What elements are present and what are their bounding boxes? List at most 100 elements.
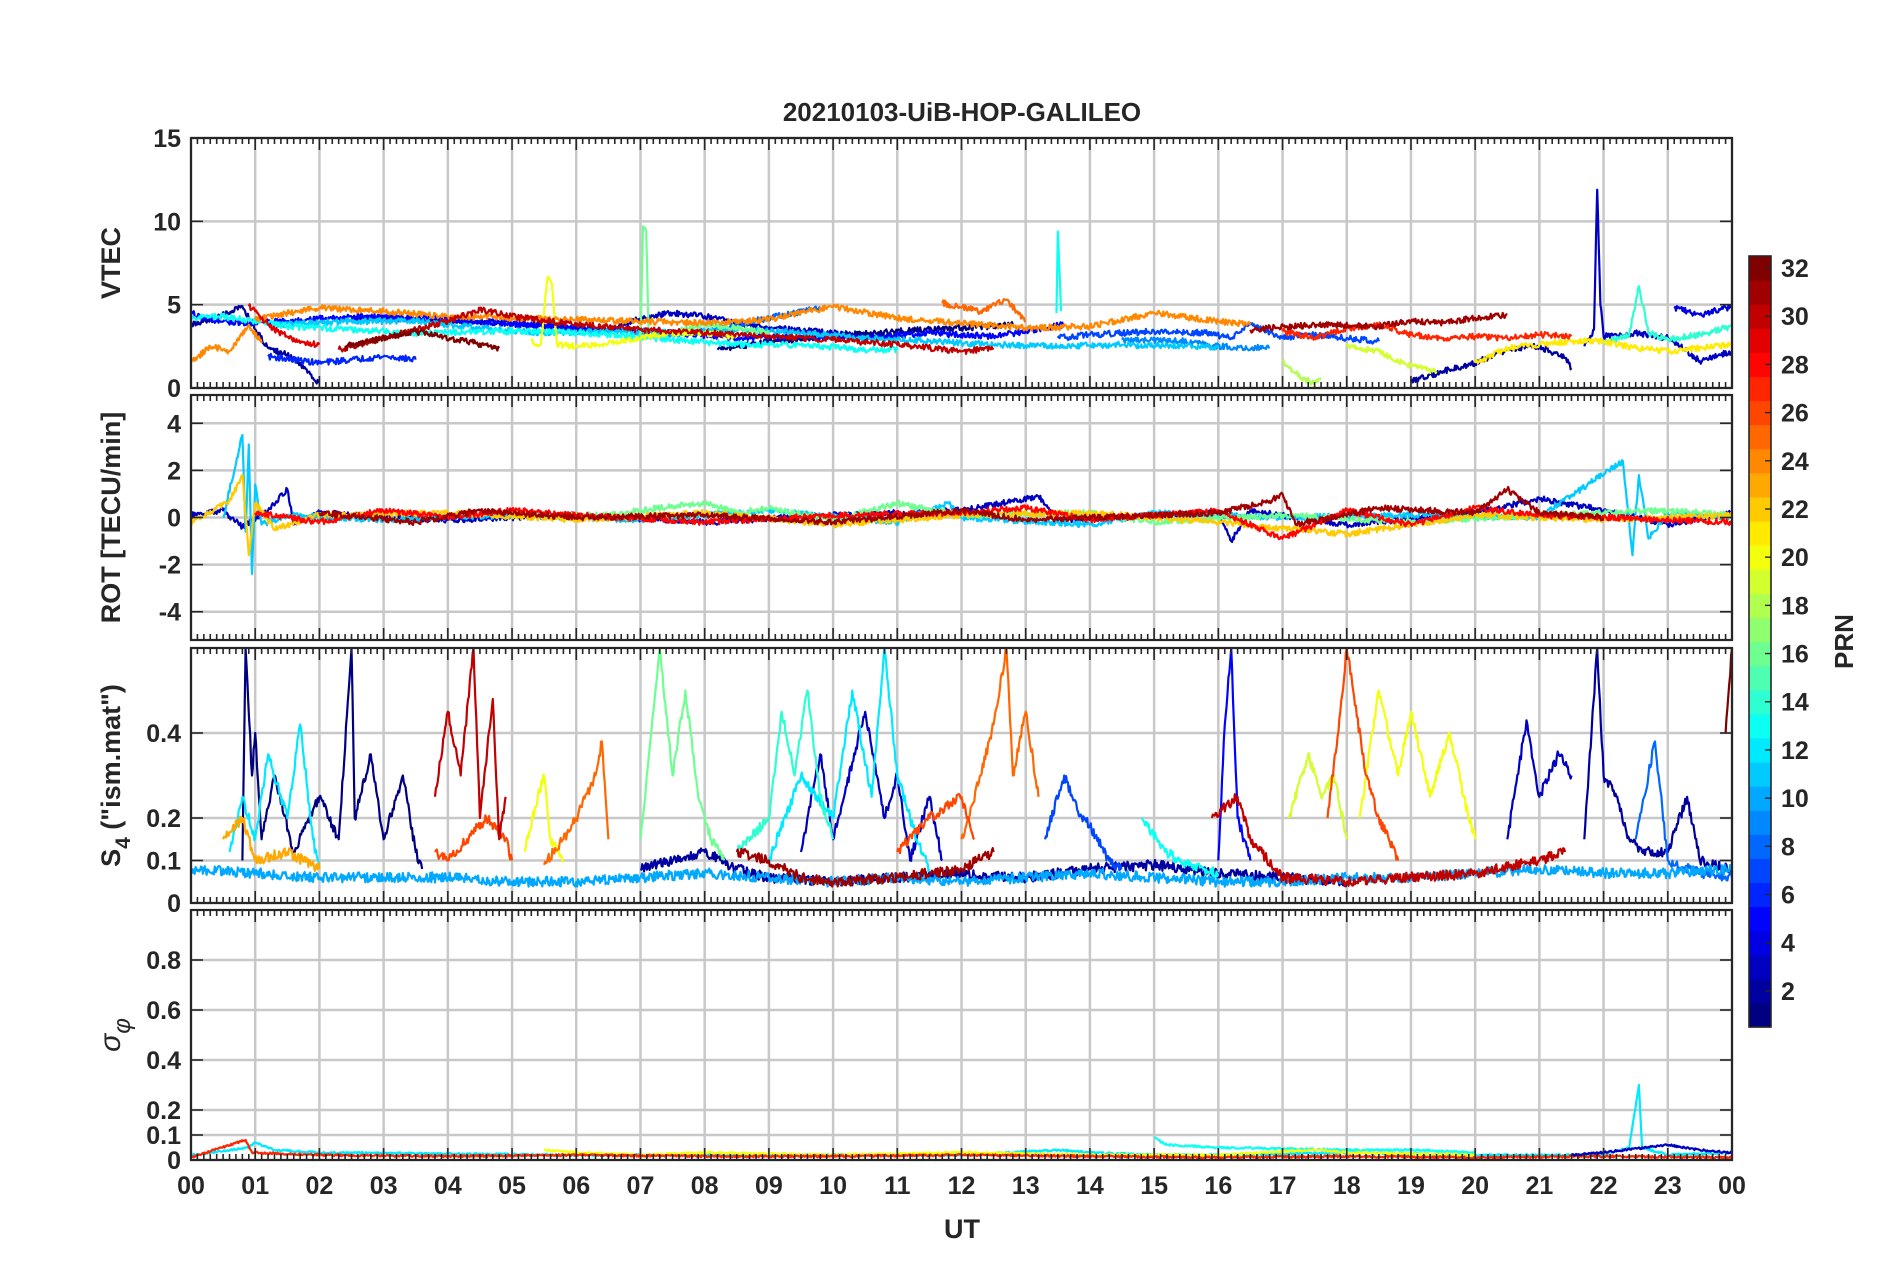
rot-y-axis-label: ROT [TECU/min] (96, 412, 126, 623)
y-tick-label: 0 (167, 505, 181, 533)
y-tick-label: 15 (153, 125, 181, 153)
series-line-prn-19 (1287, 752, 1348, 840)
x-tick-label: 16 (1204, 1172, 1232, 1200)
colorbar-segment (1749, 280, 1771, 305)
series-line-prn-25 (543, 740, 610, 866)
x-axis-tick-labels: 00 01 02 03 04 05 06 07 08 09 10 11 12 13 14 15 16 17 18 19… (177, 1172, 1746, 1200)
series-line-prn-18 (1281, 358, 1322, 386)
series-group (191, 433, 1732, 576)
y-tick-label: 10 (153, 208, 181, 236)
series-group (191, 188, 1732, 386)
colorbar-segment (1749, 352, 1771, 378)
x-tick-label: 20 (1461, 1172, 1489, 1200)
tick-marks (190, 395, 1733, 640)
colorbar-tick-label: 6 (1781, 881, 1795, 909)
colorbar-segment (1749, 930, 1771, 956)
series-line-prn-30 (433, 648, 507, 841)
x-tick-label: 19 (1397, 1172, 1425, 1200)
series-line-prn-27 (1281, 321, 1573, 342)
colorbar-segment (1749, 569, 1771, 594)
colorbar-segment (1749, 882, 1771, 908)
y-tick-label: 0.4 (146, 720, 181, 748)
x-tick-label: 13 (1012, 1172, 1040, 1200)
colorbar-segment (1749, 1002, 1771, 1028)
x-tick-label: 15 (1140, 1172, 1168, 1200)
colorbar-segment (1749, 858, 1771, 884)
colorbar-segment (1749, 978, 1771, 1004)
colorbar-segment (1749, 689, 1771, 715)
y-tick-label: 0.2 (146, 805, 181, 833)
vtec-y-axis-label: VTEC (96, 227, 126, 299)
series-line-prn-23 (222, 815, 321, 872)
colorbar-label: PRN (1829, 614, 1859, 669)
y-tick-label: 0 (167, 890, 181, 918)
x-tick-label: 10 (819, 1172, 847, 1200)
series-line-prn-2 (639, 847, 1348, 888)
colorbar-tick-label: 24 (1781, 448, 1809, 476)
x-tick-label: 12 (948, 1172, 976, 1200)
x-tick-label: 11 (884, 1172, 911, 1200)
y-tick-label: -2 (159, 552, 181, 580)
colorbar-segment (1749, 737, 1771, 763)
colorbar-tick-label: 14 (1781, 689, 1809, 717)
colorbar-tick-label: 22 (1781, 496, 1809, 524)
x-tick-label: 04 (434, 1172, 462, 1200)
colorbar-segment (1749, 954, 1771, 980)
series-line-prn-2 (1410, 342, 1573, 384)
series-line-prn-1 (241, 648, 424, 870)
colorbar-tick-label: 30 (1781, 303, 1809, 331)
colorbar-segment (1749, 617, 1771, 643)
x-tick-label: 02 (306, 1172, 334, 1200)
colorbar-tick-label: 18 (1781, 592, 1809, 620)
x-tick-label: 06 (562, 1172, 590, 1200)
colorbar-frame (1748, 255, 1772, 1028)
y-tick-label: 0.2 (146, 1097, 181, 1125)
colorbar-segment (1749, 786, 1771, 811)
rot-panel: -4 -2 0 2 4 ROT [TECU/min] (96, 393, 1734, 642)
series-line-prn-6 (267, 352, 417, 366)
y-tick-label: 0 (167, 1147, 181, 1175)
x-tick-label: 09 (755, 1172, 783, 1200)
colorbar-tick-label: 2 (1781, 978, 1795, 1006)
x-tick-label: 07 (627, 1172, 655, 1200)
x-axis-label: UT (944, 1214, 980, 1244)
series-line-prn-26 (896, 792, 976, 855)
series-line-prn-30 (1210, 793, 1567, 888)
series-line-prn-13 (1140, 817, 1220, 879)
sigma-phi-panel: 00.10.2 0.4 0.6 0.8 σφ (94, 908, 1734, 1175)
series-line-prn-29 (247, 303, 321, 348)
colorbar-tick-label: 32 (1781, 255, 1809, 283)
colorbar-tick-label: 4 (1781, 930, 1795, 958)
colorbar-segment (1749, 545, 1771, 570)
series-group (191, 648, 1732, 888)
colorbar-segment (1749, 810, 1771, 835)
colorbar-segment (1749, 713, 1771, 739)
series-line-prn-31 (1249, 311, 1508, 334)
x-tick-label: 21 (1525, 1172, 1553, 1200)
colorbar-segment (1749, 906, 1771, 932)
colorbar-tick-label: 26 (1781, 400, 1809, 428)
series-line-prn-14 (1602, 285, 1732, 346)
colorbar-segment (1749, 472, 1771, 498)
series-line-prn-26 (1326, 648, 1400, 861)
colorbar-segment (1749, 448, 1771, 474)
s4-panel: 0 0.1 0.2 0.4 S4 ("ism.mat") (96, 646, 1734, 918)
colorbar-segment (1749, 424, 1771, 450)
s4-y-axis-label: S4 ("ism.mat") (96, 684, 135, 867)
colorbar-segment (1749, 304, 1771, 329)
y-tick-label: 2 (167, 457, 181, 485)
series-line-prn-21 (1474, 337, 1732, 365)
colorbar-segment (1749, 593, 1771, 619)
series-line-prn-2 (1583, 648, 1732, 875)
x-tick-label: 23 (1654, 1172, 1682, 1200)
colorbar-segment (1749, 641, 1771, 667)
series-line-prn-12 (228, 723, 321, 870)
x-tick-label: 17 (1269, 1172, 1297, 1200)
y-tick-label: 4 (167, 410, 181, 438)
colorbar-segment (1749, 665, 1771, 691)
colorbar-tick-label: 20 (1781, 544, 1809, 572)
colorbar-segment (1749, 256, 1771, 281)
grid-lines (189, 910, 1734, 1162)
